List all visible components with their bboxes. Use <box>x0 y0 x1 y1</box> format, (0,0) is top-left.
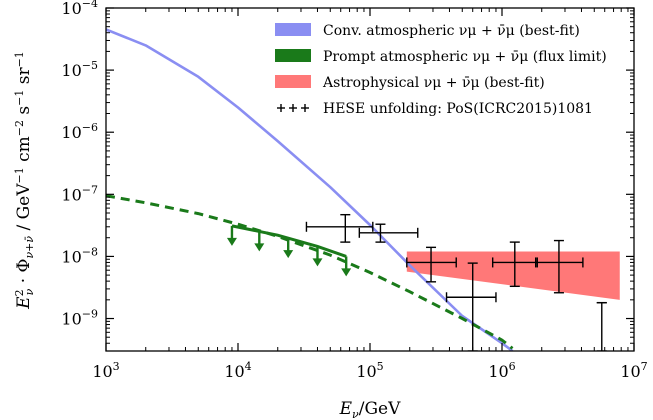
ticks-layer: 103 104 105 106 107 10−9 10−8 10−7 10−6 10−5 10−4 <box>61 0 647 381</box>
upper-limit-arrow <box>254 231 265 252</box>
legend-label: HESE unfolding: PoS(ICRC2015)1081 <box>323 101 593 117</box>
upper-limit-arrow <box>283 238 294 259</box>
upper-limit-arrow-head <box>254 243 265 252</box>
legend-item: Conv. atmospheric νμ + ν̄μ (best-fit) <box>275 23 580 39</box>
prompt-atmospheric-dashed-line <box>106 194 514 350</box>
x-tick-label: 105 <box>356 360 383 381</box>
x-tick-label: 104 <box>224 360 251 381</box>
legend-label: Prompt atmospheric νμ + ν̄μ (flux limit) <box>323 49 607 65</box>
legend-label: Astrophysical νμ + ν̄μ (best-fit) <box>322 75 545 91</box>
hese-data-point <box>358 223 419 243</box>
legend-item: HESE unfolding: PoS(ICRC2015)1081 <box>277 101 593 117</box>
hese-data-point <box>596 301 607 351</box>
legend-swatch <box>275 49 311 62</box>
legend-swatch <box>275 75 311 88</box>
y-tick-label: 10−5 <box>61 59 98 80</box>
x-tick-label: 106 <box>488 360 515 381</box>
upper-limit-arrow-head <box>312 258 323 267</box>
y-tick-label: 10−4 <box>61 0 98 18</box>
hese-data-point <box>305 213 374 243</box>
y-axis-label: E2ν · Φν+ν̄ / GeV−1 cm−2 s−1 sr−1 <box>13 51 36 310</box>
data-layer <box>106 28 620 351</box>
prompt-flux-limit-line <box>231 224 347 258</box>
legend-item: Astrophysical νμ + ν̄μ (best-fit) <box>275 75 545 91</box>
upper-limit-arrow-head <box>283 250 294 259</box>
y-tick-label: 10−9 <box>61 308 98 329</box>
hese-data-point <box>445 262 497 351</box>
y-tick-label: 10−7 <box>61 183 98 204</box>
upper-limit-arrow <box>226 225 237 246</box>
x-axis-label: Eν/GeV <box>339 399 401 420</box>
hese-data-point <box>406 246 457 283</box>
hese-data-point <box>491 241 538 288</box>
upper-limit-arrow-head <box>341 268 352 277</box>
x-tick-label: 107 <box>620 360 647 381</box>
astrophysical-band <box>406 251 620 300</box>
hese-data-point <box>534 239 584 294</box>
legend-item: Prompt atmospheric νμ + ν̄μ (flux limit) <box>275 49 607 65</box>
legend-label: Conv. atmospheric νμ + ν̄μ (best-fit) <box>323 23 580 39</box>
upper-limit-arrow <box>312 246 323 267</box>
legend: Conv. atmospheric νμ + ν̄μ (best-fit) Pro… <box>275 23 607 117</box>
legend-swatch <box>275 23 311 36</box>
y-tick-label: 10−6 <box>61 121 98 142</box>
x-tick-label: 103 <box>92 360 119 381</box>
upper-limit-arrow <box>341 256 352 277</box>
y-tick-label: 10−8 <box>61 245 98 266</box>
upper-limit-arrow-head <box>226 237 237 246</box>
